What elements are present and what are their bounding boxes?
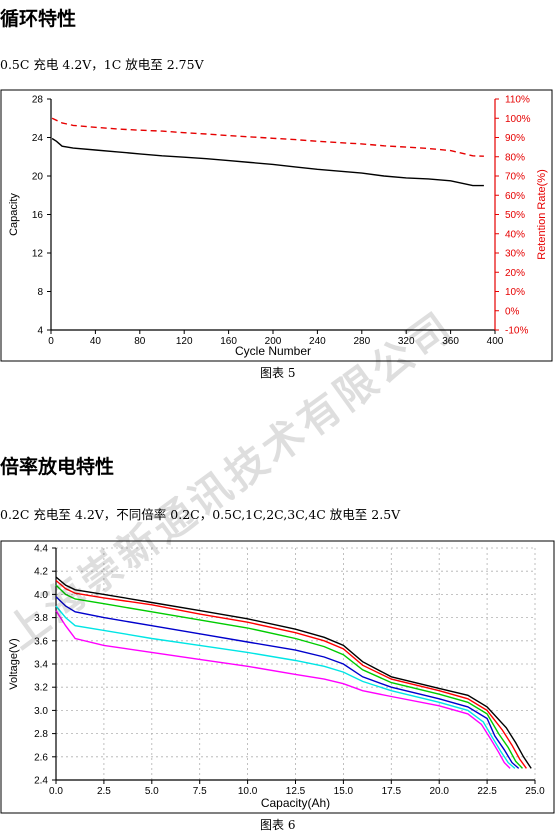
chart2-y-tick-label: 2.6 <box>34 752 48 763</box>
cycle-life-chart: 0 40 80 120 160 200 240 280 320 360 400 4 8 12 16 20 24 2… <box>0 89 553 362</box>
chart2-x-tick-label: 17.5 <box>382 786 402 797</box>
chart2-x-tick-label: 2.5 <box>97 786 111 797</box>
chart2-y-tick-label: 2.8 <box>34 729 48 740</box>
chart1-x-tick-label: 40 <box>90 336 102 347</box>
chart1-frame <box>0 89 553 362</box>
chart1-y2-tick-label: 100% <box>505 114 531 125</box>
chart1-y2-tick-label: 60% <box>505 191 525 202</box>
chart2-y-tick-label: 4.2 <box>34 567 48 578</box>
chart1-y-tick-label: 28 <box>32 95 44 106</box>
chart2-y-tick-label: 4.0 <box>34 590 48 601</box>
chart1-x-tick-label: 200 <box>265 336 282 347</box>
chart2-x-tick-label: 0.0 <box>49 786 63 797</box>
cycle-condition: 0.5C 充电 4.2V，1C 放电至 2.75V <box>0 57 204 72</box>
figure6-caption: 图表 6 <box>260 818 296 832</box>
chart1-y-tick-label: 8 <box>37 287 43 298</box>
chart2-y-tick-label: 3.6 <box>34 636 48 647</box>
chart2-x-tick-label: 25.0 <box>525 786 545 797</box>
chart2-x-tick-label: 10.0 <box>238 786 258 797</box>
chart1-y2-tick-label: 20% <box>505 268 525 279</box>
chart2-y-tick-label: 2.4 <box>34 776 48 787</box>
discharge-curve-5 <box>55 605 516 769</box>
chart1-y-tick-label: 12 <box>32 249 44 260</box>
chart2-x-tick-label: 7.5 <box>193 786 207 797</box>
chart1-y2-tick-label: 0% <box>505 306 520 317</box>
chart2-x-tick-label: 22.5 <box>477 786 497 797</box>
figure5-caption: 图表 5 <box>260 366 296 380</box>
discharge-curve-6 <box>55 610 511 769</box>
chart1-x-tick-label: 320 <box>398 336 415 347</box>
chart2-x-label: Capacity(Ah) <box>261 796 330 810</box>
chart1-x-tick-label: 400 <box>487 336 504 347</box>
chart1-y2-tick-label: -10% <box>505 326 528 337</box>
chart1-x-tick-label: 160 <box>220 336 237 347</box>
chart2-x-tick-label: 20.0 <box>429 786 449 797</box>
retention-series-line <box>51 117 484 157</box>
chart2-y-tick-label: 3.4 <box>34 660 48 671</box>
discharge-curve-3 <box>55 584 524 769</box>
discharge-curve-1 <box>55 576 532 769</box>
capacity-series-line <box>51 137 484 187</box>
chart2-y-tick-label: 3.0 <box>34 706 48 717</box>
chart1-y2-tick-label: 70% <box>505 172 525 183</box>
discharge-curve-2 <box>55 579 527 769</box>
discharge-curve-4 <box>55 596 520 769</box>
chart1-y2-tick-label: 30% <box>505 249 525 260</box>
chart1-y-tick-label: 24 <box>32 133 44 144</box>
chart2-frame <box>0 540 555 814</box>
chart1-y-label: Capacity <box>8 193 20 236</box>
chart1-y-tick-label: 16 <box>32 210 44 221</box>
chart1-x-tick-label: 280 <box>353 336 370 347</box>
chart2-y-tick-label: 3.2 <box>34 683 48 694</box>
rate-discharge-chart: 2.4 2.6 2.8 3.0 3.2 3.4 3.6 3.8 4.0 4.2 4.4 0.0 2.5 5… <box>0 540 555 814</box>
chart2-x-tick-label: 5.0 <box>145 786 159 797</box>
chart1-y2-tick-label: 110% <box>505 95 530 106</box>
chart1-x-tick-label: 0 <box>48 336 54 347</box>
chart2-x-tick-label: 12.5 <box>286 786 306 797</box>
rate-heading: 倍率放电特性 <box>0 456 115 478</box>
chart1-y-tick-label: 4 <box>37 326 43 337</box>
chart1-x-tick-label: 80 <box>134 336 146 347</box>
chart2-y-label: Voltage(V) <box>8 638 20 689</box>
chart2-y-tick-label: 3.8 <box>34 613 48 624</box>
chart1-y-tick-label: 20 <box>32 172 44 183</box>
chart2-x-tick-label: 15.0 <box>334 786 354 797</box>
cycle-heading: 循环特性 <box>0 8 77 30</box>
chart1-y2-label: Retention Rate(%) <box>536 169 548 260</box>
chart1-y2-tick-label: 80% <box>505 152 525 163</box>
chart1-y2-tick-label: 90% <box>505 133 525 144</box>
chart1-x-label: Cycle Number <box>235 344 311 358</box>
chart1-x-tick-label: 240 <box>309 336 326 347</box>
chart1-y2-tick-label: 50% <box>505 210 525 221</box>
rate-condition: 0.2C 充电至 4.2V，不同倍率 0.2C，0.5C,1C,2C,3C,4C… <box>0 507 401 522</box>
chart1-x-tick-label: 120 <box>176 336 193 347</box>
chart2-y-tick-label: 4.4 <box>34 544 48 555</box>
chart1-y2-tick-label: 10% <box>505 287 525 298</box>
chart1-x-tick-label: 360 <box>442 336 459 347</box>
chart1-y2-tick-label: 40% <box>505 229 525 240</box>
